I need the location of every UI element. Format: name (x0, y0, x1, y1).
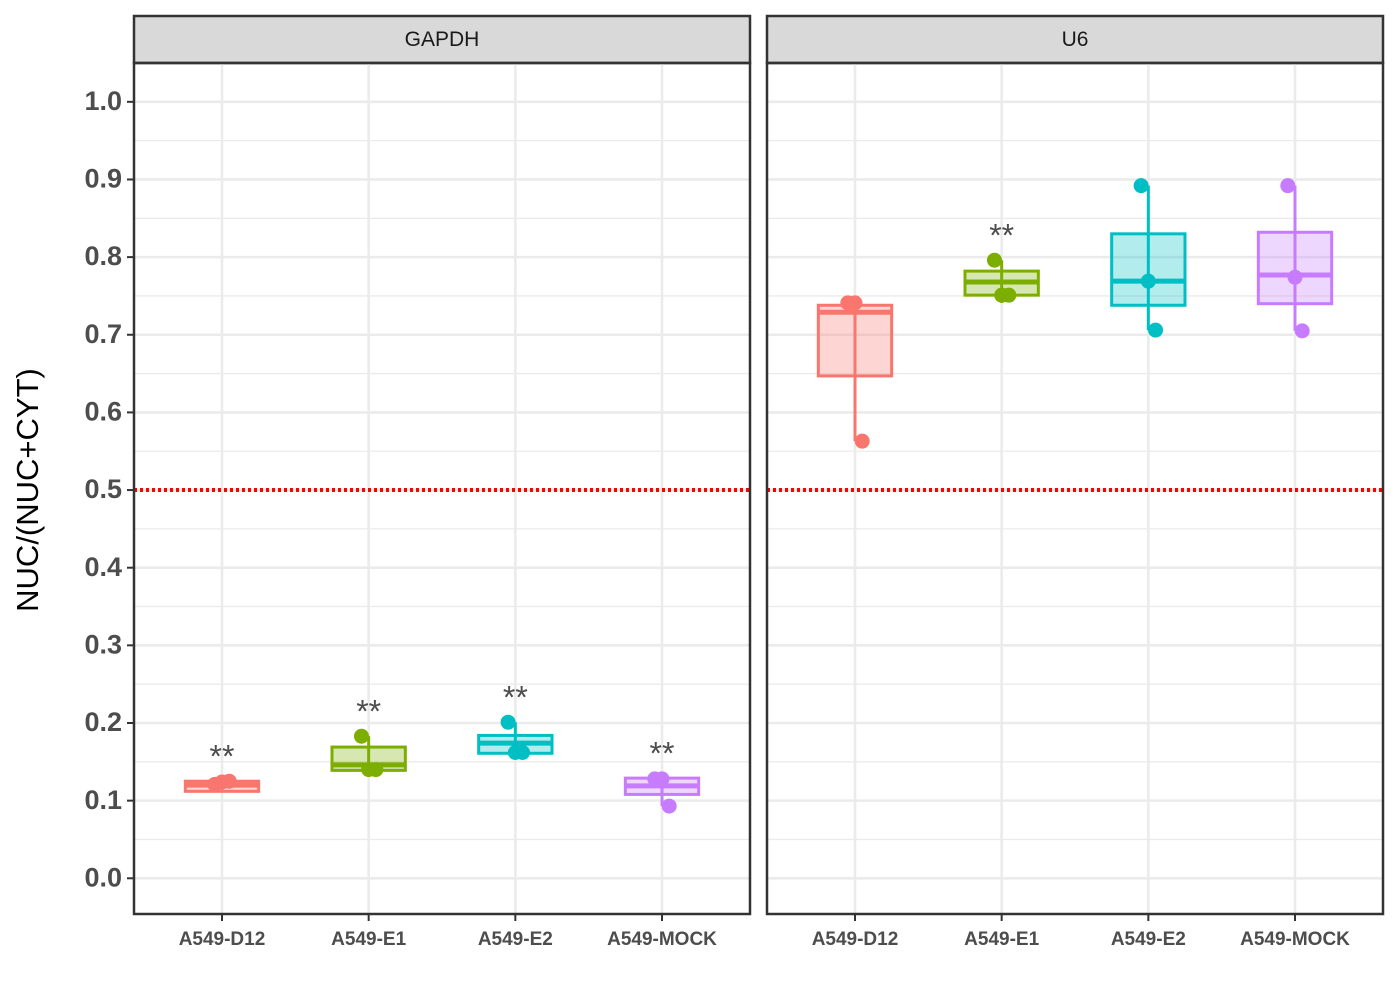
x-tick-label: A549-MOCK (1240, 929, 1350, 950)
data-point (1287, 269, 1303, 285)
data-point (1148, 322, 1164, 338)
data-point (1294, 323, 1310, 339)
data-point (515, 744, 531, 760)
strip-label: GAPDH (405, 28, 480, 51)
box (816, 303, 894, 378)
box (1110, 232, 1187, 307)
data-point (986, 252, 1002, 268)
x-tick-label: A549-D12 (179, 929, 266, 950)
x-tick-label: A549-E1 (331, 929, 406, 950)
y-tick-label: 0.8 (84, 241, 122, 271)
panel-border (132, 61, 752, 916)
data-point (1280, 178, 1296, 194)
y-axis-title: NUC/(NUC+CYT) (10, 368, 45, 612)
strip-label: U6 (1062, 28, 1089, 51)
significance-label: ** (503, 680, 528, 716)
significance-label: ** (356, 694, 381, 730)
data-point (353, 728, 369, 744)
data-point (500, 714, 516, 730)
data-point (1140, 273, 1156, 289)
data-point (661, 798, 677, 814)
y-tick-label: 0.5 (84, 474, 122, 504)
y-tick-label: 0.9 (84, 164, 122, 194)
y-tick-label: 0.7 (84, 319, 122, 349)
data-point (368, 762, 384, 778)
data-point (847, 295, 863, 311)
data-point (854, 433, 870, 449)
x-tick-label: A549-E2 (1111, 929, 1186, 950)
data-point (1001, 287, 1017, 303)
y-tick-label: 0.6 (84, 397, 122, 427)
x-tick-label: A549-D12 (812, 929, 899, 950)
y-tick-label: 0.0 (84, 862, 122, 892)
y-tick-label: 0.2 (84, 707, 122, 737)
significance-label: ** (210, 739, 235, 775)
significance-label: ** (989, 218, 1014, 254)
strip (132, 14, 752, 65)
x-tick-label: A549-E2 (478, 929, 553, 950)
x-tick-label: A549-MOCK (607, 929, 717, 950)
panel-border (765, 61, 1385, 916)
data-point (221, 773, 237, 789)
y-tick-label: 0.1 (84, 785, 122, 815)
significance-label: ** (650, 736, 675, 772)
data-point (1133, 178, 1149, 194)
y-tick-label: 0.3 (84, 629, 122, 659)
y-tick-label: 0.4 (84, 552, 122, 582)
y-tick-label: 1.0 (84, 86, 122, 116)
strip (765, 14, 1385, 65)
data-point (654, 771, 670, 787)
box (1256, 230, 1334, 306)
x-tick-label: A549-E1 (964, 929, 1039, 950)
